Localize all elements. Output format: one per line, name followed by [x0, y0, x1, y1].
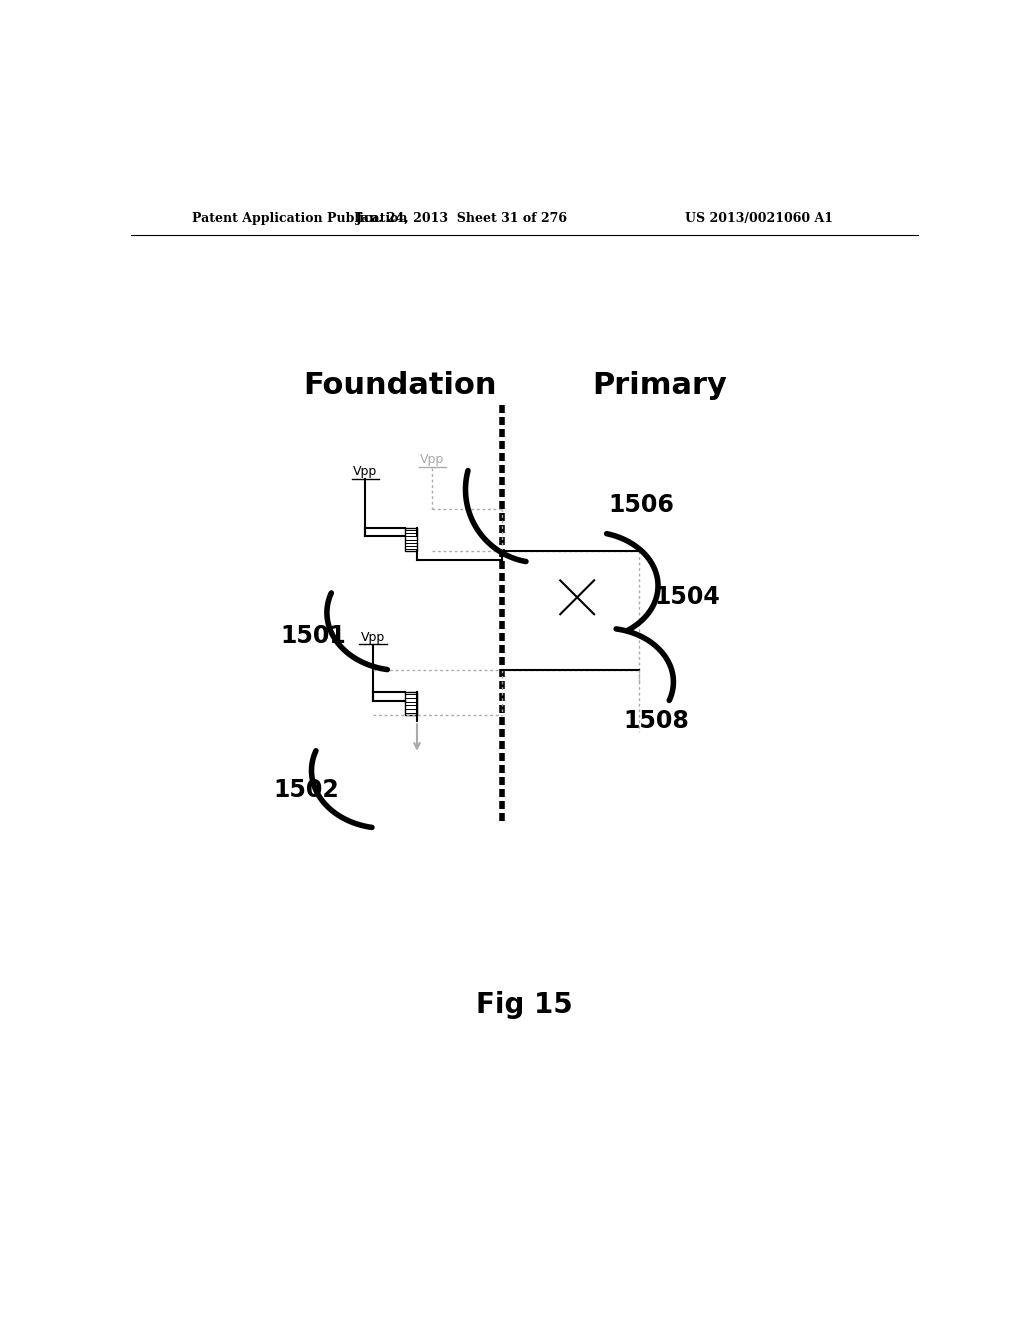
Text: US 2013/0021060 A1: US 2013/0021060 A1	[685, 213, 833, 224]
Text: Patent Application Publication: Patent Application Publication	[193, 213, 408, 224]
Text: Jan. 24, 2013  Sheet 31 of 276: Jan. 24, 2013 Sheet 31 of 276	[355, 213, 567, 224]
Text: Fig 15: Fig 15	[476, 991, 573, 1019]
Text: Primary: Primary	[593, 371, 727, 400]
Text: Vpp: Vpp	[361, 631, 385, 644]
Text: 1506: 1506	[608, 492, 674, 517]
Text: Foundation: Foundation	[303, 371, 497, 400]
Text: 1508: 1508	[624, 709, 689, 733]
Text: 1504: 1504	[654, 585, 720, 610]
Text: 1502: 1502	[273, 777, 339, 801]
Text: Vpp: Vpp	[353, 465, 378, 478]
Text: Vpp: Vpp	[420, 453, 444, 466]
Text: 1501: 1501	[281, 624, 346, 648]
